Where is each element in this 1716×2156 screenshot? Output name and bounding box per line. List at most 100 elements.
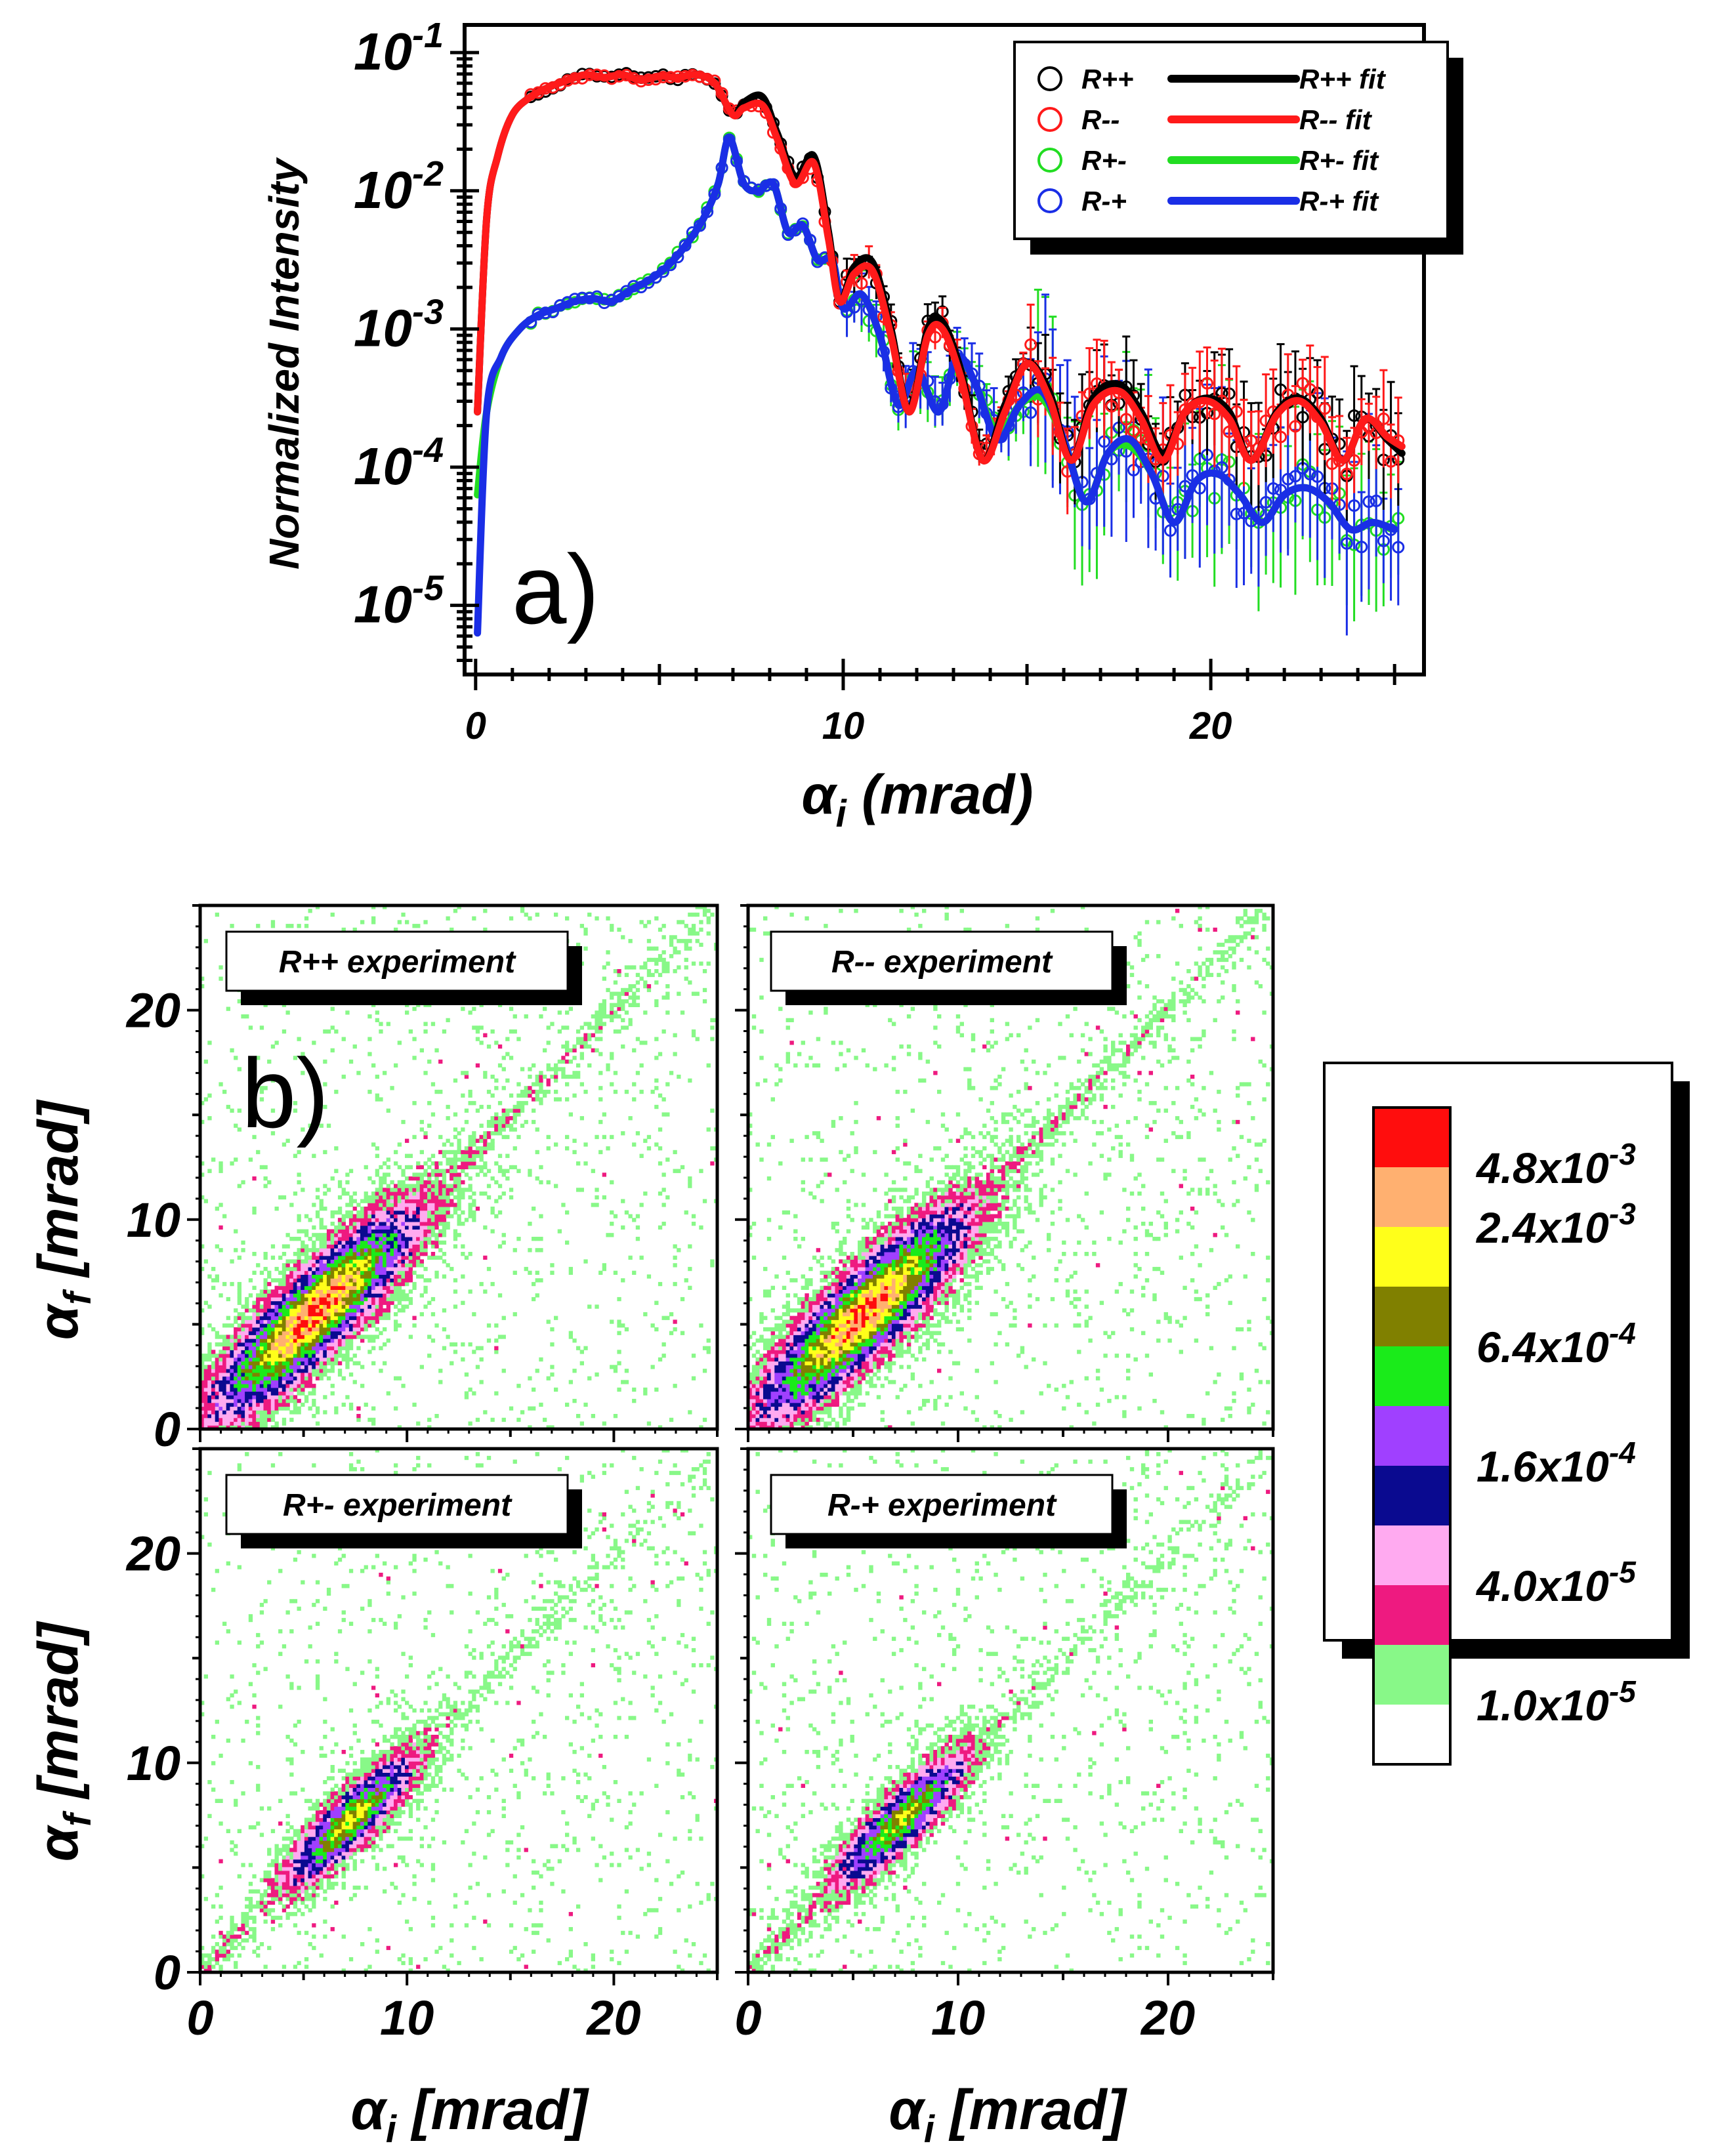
heatmap-cell (371, 1063, 376, 1068)
heatmap-cell (461, 1192, 465, 1196)
heatmap-cell (610, 927, 614, 932)
heatmap-cell (371, 1233, 376, 1237)
heatmap-cell (297, 1180, 301, 1185)
heatmap-cell (442, 1252, 447, 1256)
heatmap-cell (416, 1248, 421, 1253)
heatmap-cell (319, 1312, 324, 1317)
heatmap-cell (301, 1365, 305, 1369)
heatmap-cell (386, 1207, 390, 1211)
heatmap-cell (665, 991, 670, 996)
heatmap-cell (337, 1237, 343, 1241)
heatmap-cell (472, 1138, 476, 1143)
heatmap-cell (557, 1067, 562, 1071)
heatmap-cell (450, 1184, 454, 1188)
heatmap-cell (252, 1323, 257, 1328)
heatmap-cell (412, 1240, 417, 1245)
heatmap-cell (270, 1369, 276, 1373)
heatmap-cell (513, 1108, 517, 1113)
heatmap-cell (598, 1006, 603, 1011)
heatmap-cell (579, 1421, 584, 1426)
heatmap-cell (219, 1391, 223, 1396)
heatmap-cell (267, 1417, 272, 1422)
heatmap-cell (222, 1089, 227, 1094)
x-axis-unit: (mrad) (847, 764, 1034, 825)
heatmap-cell (207, 1116, 212, 1121)
heatmap-cell (297, 1266, 301, 1272)
heatmap-cell (643, 1312, 648, 1317)
heatmap-cell (472, 1101, 476, 1106)
heatmap-cell (390, 1188, 394, 1192)
heatmap-cell (319, 1270, 324, 1275)
heatmap-cell (259, 1304, 264, 1309)
heatmap-cell (386, 1308, 390, 1313)
heatmap-cell (635, 1037, 640, 1041)
heatmap-cell (348, 1402, 354, 1407)
heatmap-cell (550, 1022, 555, 1026)
heatmap-cell (364, 1278, 368, 1283)
heatmap-cell (215, 1414, 219, 1419)
heatmap-cell (568, 1266, 573, 1272)
heatmap-cell (337, 1278, 343, 1283)
heatmap-cell (364, 1199, 368, 1203)
heatmap-cell (438, 1134, 443, 1140)
heatmap-cell (539, 1014, 543, 1019)
heatmap-cell (486, 1044, 492, 1049)
heatmap-cell (211, 1395, 216, 1399)
heatmap-cell (252, 1346, 257, 1350)
heatmap-cell (304, 1369, 309, 1373)
heatmap-cell (654, 1003, 659, 1007)
heatmap-cell (270, 1296, 276, 1302)
heatmap-cell (430, 1233, 436, 1237)
heatmap-cell (710, 1263, 715, 1268)
heatmap-cell (397, 1240, 402, 1245)
heatmap-cell (207, 1406, 212, 1411)
heatmap-cell (219, 1402, 223, 1407)
heatmap-cell (252, 1417, 257, 1422)
heatmap-cell (513, 1014, 517, 1019)
heatmap-cell (546, 1078, 551, 1083)
heatmap-cell (226, 1410, 230, 1415)
heatmap-cell (326, 1229, 331, 1233)
heatmap-cell (308, 1331, 312, 1335)
heatmap-cell (561, 1044, 566, 1049)
heatmap-cell (330, 1210, 335, 1215)
heatmap-cell (345, 1316, 350, 1320)
heatmap-cell (267, 1354, 272, 1358)
heatmap-cell (219, 1354, 223, 1358)
heatmap-cell (207, 1399, 212, 1403)
heatmap-cell (367, 1296, 372, 1302)
heatmap-cell (345, 1365, 350, 1369)
heatmap-cell (360, 1233, 365, 1237)
heatmap-cell (457, 1195, 461, 1200)
heatmap-cell (352, 1354, 357, 1358)
heatmap-cell (669, 939, 674, 943)
heatmap-cell (661, 957, 666, 963)
heatmap-cell (371, 1406, 376, 1411)
heatmap-cell (226, 1342, 230, 1347)
heatmap-cell (263, 1252, 268, 1256)
heatmap-cell (211, 1376, 216, 1380)
heatmap-cell (256, 1150, 261, 1155)
heatmap-cell (383, 1278, 387, 1283)
heatmap-cell (509, 1127, 514, 1132)
heatmap-cell (293, 1308, 298, 1313)
heatmap-cell (706, 1127, 711, 1132)
heatmap-cell (334, 1229, 339, 1233)
heatmap-cell (304, 1323, 309, 1328)
heatmap-cell (479, 1281, 484, 1287)
heatmap-cell (535, 1237, 539, 1241)
heatmap-cell (397, 1188, 402, 1192)
heatmap-cell (285, 1338, 290, 1343)
heatmap-cell (215, 1335, 219, 1339)
heatmap-cell (472, 1350, 476, 1354)
heatmap-cell (267, 1270, 272, 1275)
heatmap-cell (282, 1417, 287, 1422)
heatmap-cell (379, 1300, 383, 1305)
heatmap-cell (386, 1270, 390, 1275)
heatmap-cell (267, 1300, 272, 1305)
heatmap-cell (434, 1188, 439, 1192)
heatmap-cell (297, 1380, 301, 1384)
heatmap-cell (617, 991, 621, 996)
heatmap-cell (572, 1338, 577, 1343)
heatmap-cell (528, 1172, 532, 1177)
